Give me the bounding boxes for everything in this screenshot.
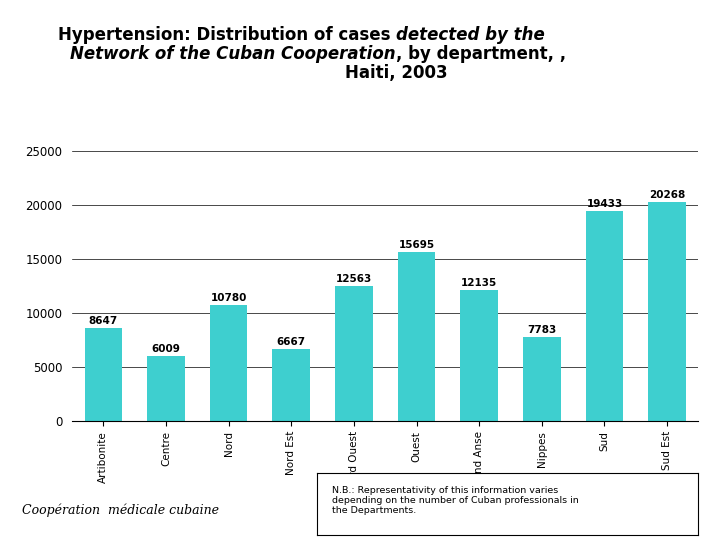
Text: 12135: 12135 [461, 278, 498, 288]
Bar [335, 286, 373, 421]
Text: , by department, ,: , by department, , [396, 45, 566, 63]
Text: Haiti, 2003: Haiti, 2003 [345, 64, 447, 82]
Text: 6009: 6009 [151, 345, 181, 354]
Text: N.B.: Representativity of this information varies
depending on the number of Cub: N.B.: Representativity of this informati… [332, 485, 579, 515]
Text: 7783: 7783 [527, 325, 557, 335]
Text: 20268: 20268 [649, 191, 685, 200]
Bar [460, 290, 498, 421]
Text: 19433: 19433 [586, 199, 623, 210]
Bar [648, 202, 686, 421]
Bar [147, 356, 185, 421]
Text: 12563: 12563 [336, 274, 372, 284]
Bar [210, 305, 248, 421]
Text: 10780: 10780 [210, 293, 247, 303]
Text: 6667: 6667 [276, 338, 306, 347]
Text: 8647: 8647 [89, 316, 118, 326]
Text: Hypertension: Distribution of cases: Hypertension: Distribution of cases [58, 26, 396, 44]
Bar [523, 337, 561, 421]
Text: 15695: 15695 [398, 240, 435, 249]
Bar [397, 252, 436, 421]
Text: detected by the: detected by the [396, 26, 545, 44]
Text: Coopération  médicale cubaine: Coopération médicale cubaine [22, 503, 219, 517]
Text: Network of the Cuban Cooperation: Network of the Cuban Cooperation [71, 45, 396, 63]
Bar [272, 349, 310, 421]
Bar [84, 328, 122, 421]
Bar [585, 211, 624, 421]
